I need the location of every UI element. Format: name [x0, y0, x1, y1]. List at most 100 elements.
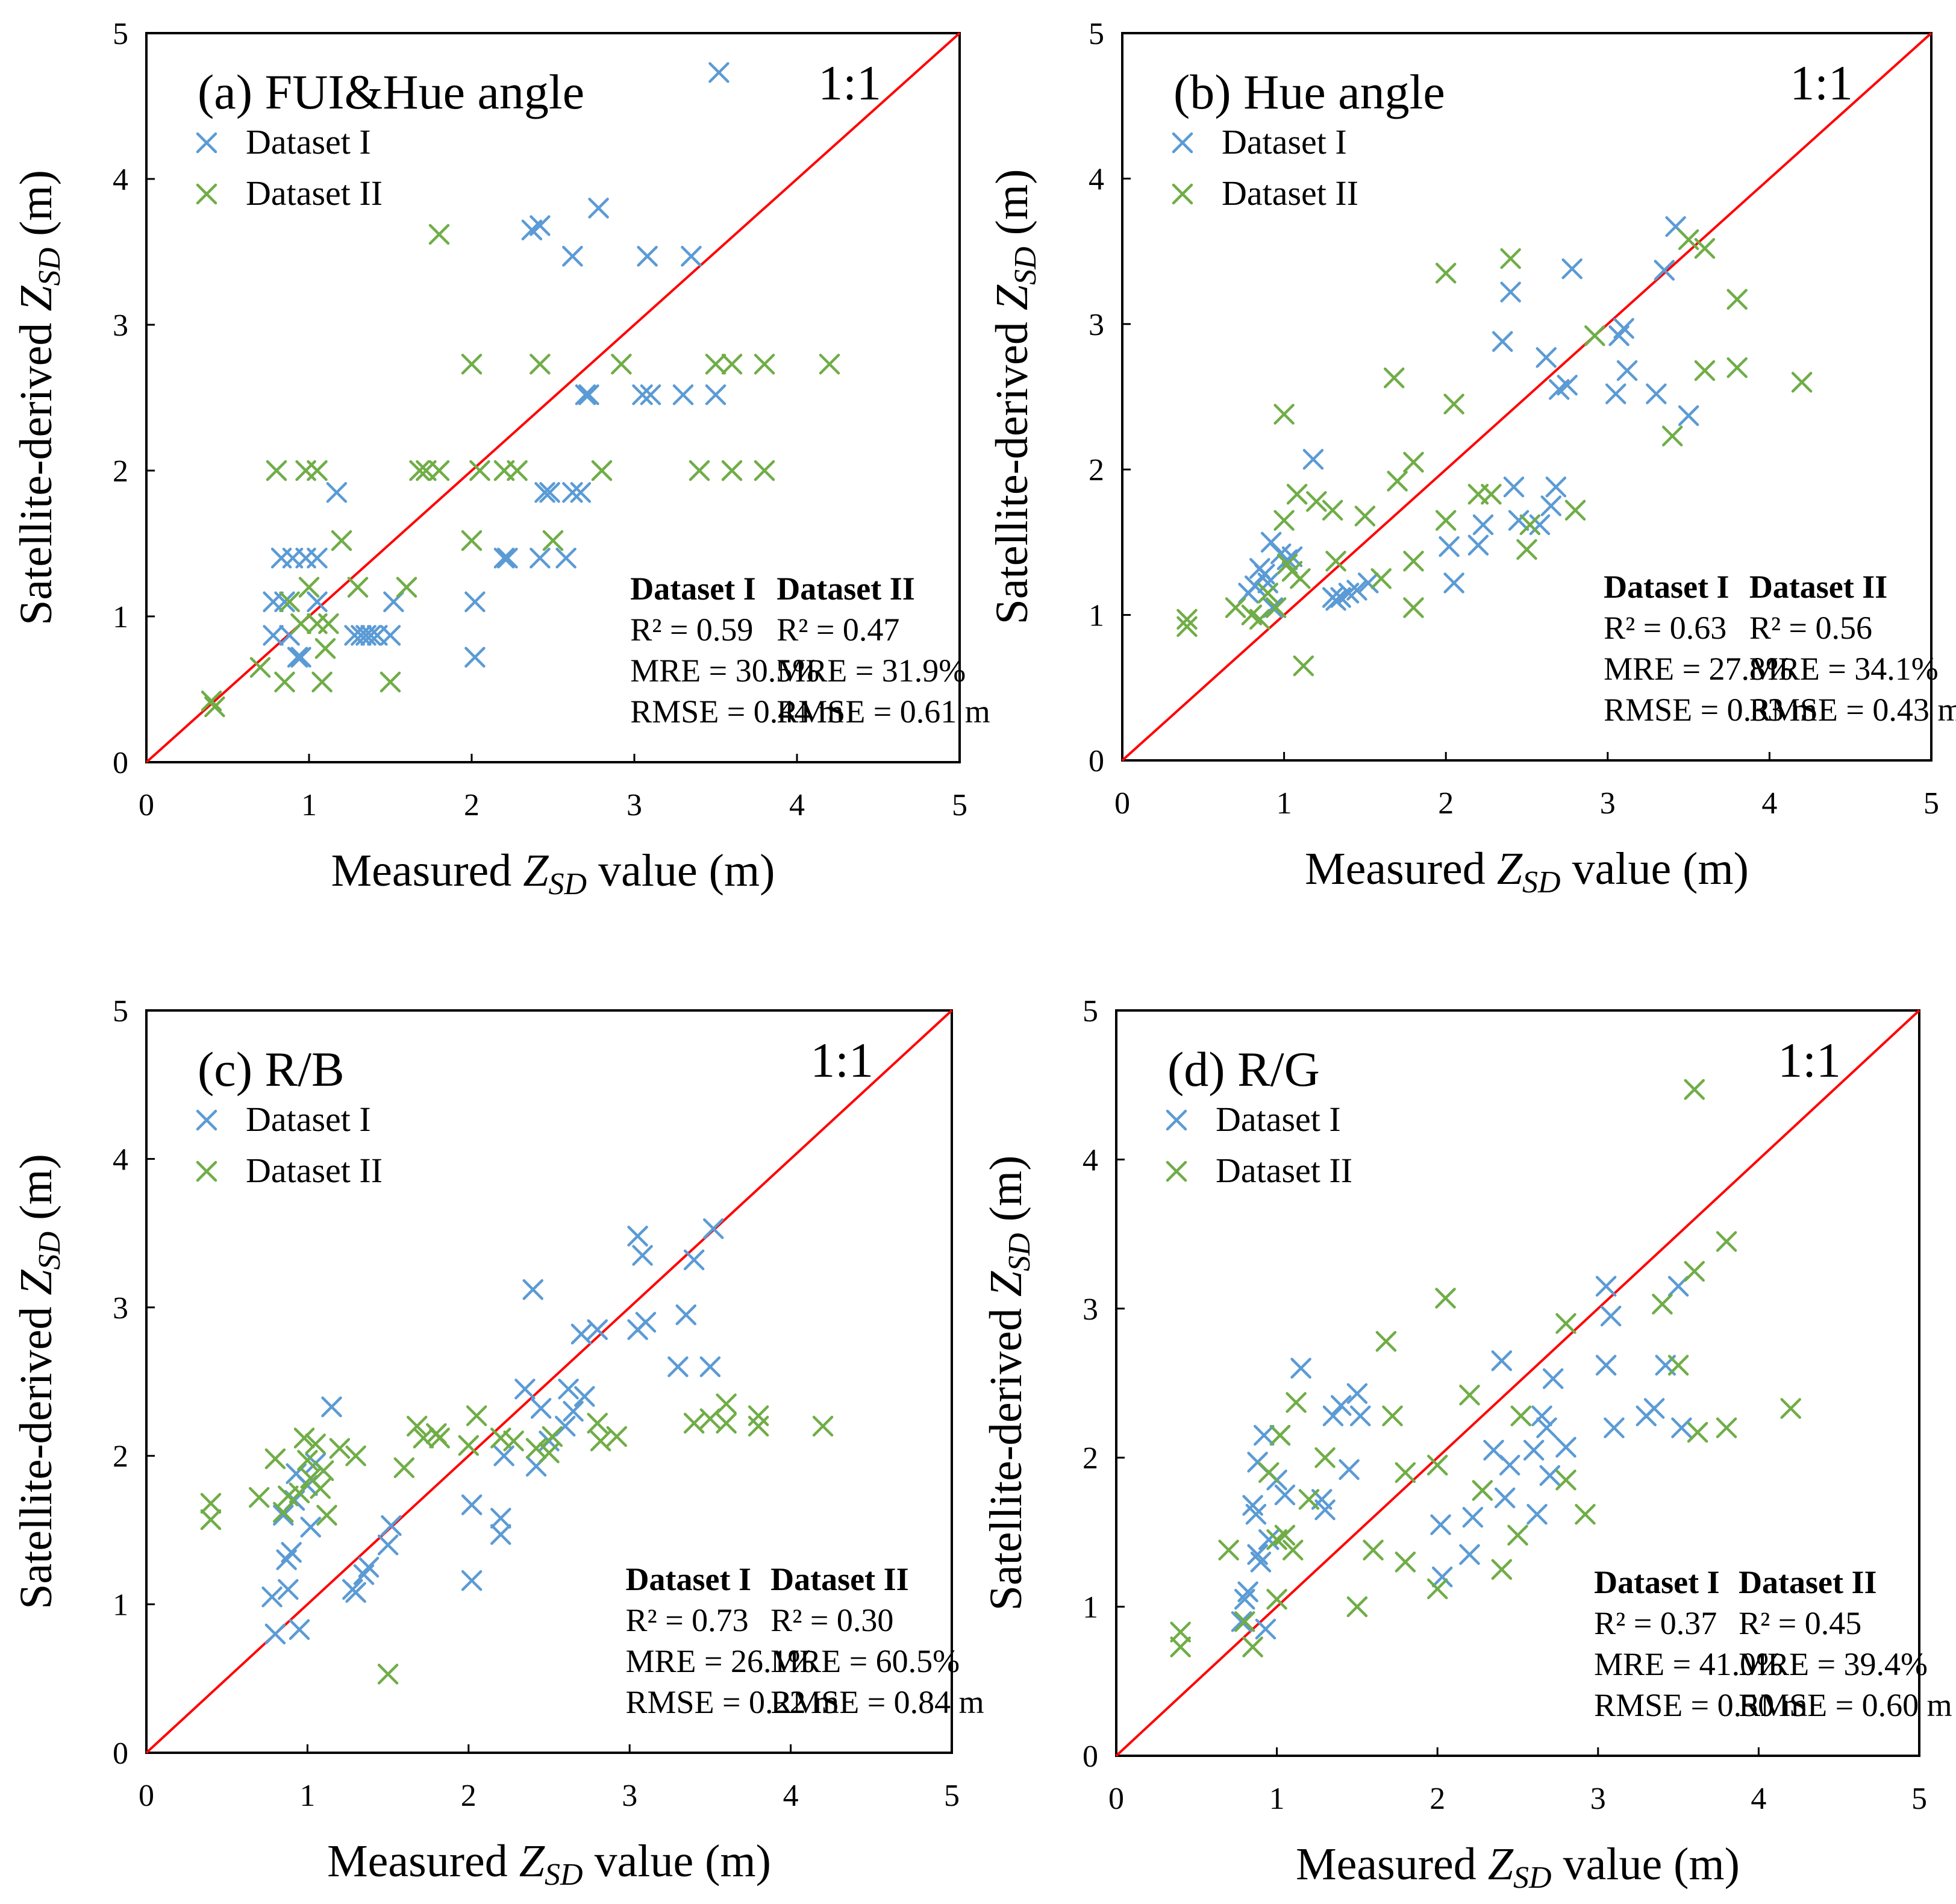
- data-point: [1652, 1294, 1673, 1315]
- legend-label: Dataset II: [246, 174, 383, 213]
- data-point: [1325, 590, 1346, 611]
- x-tick-label: 3: [1600, 786, 1616, 821]
- data-point: [316, 1505, 337, 1526]
- legend-marker: [196, 1160, 217, 1182]
- data-point: [1435, 263, 1457, 284]
- data-point: [1298, 1489, 1320, 1510]
- data-point: [331, 530, 352, 551]
- data-point: [413, 1427, 434, 1448]
- data-point: [683, 1412, 705, 1434]
- data-point: [1170, 1621, 1191, 1643]
- y-tick-label: 1: [113, 600, 128, 634]
- data-point: [1595, 1276, 1617, 1297]
- y-tick-label: 5: [1089, 17, 1104, 51]
- data-point: [201, 691, 222, 712]
- data-point: [1472, 1480, 1493, 1501]
- data-point: [640, 384, 661, 406]
- data-point: [1273, 404, 1295, 425]
- data-point: [1654, 260, 1675, 281]
- x-tick-label: 2: [464, 788, 480, 822]
- data-point: [358, 1556, 380, 1578]
- data-point: [347, 577, 369, 598]
- x-tick-label: 0: [139, 1779, 154, 1813]
- stats-r2: R² = 0.63: [1604, 610, 1726, 646]
- data-point: [683, 1249, 705, 1271]
- data-point: [1234, 1611, 1255, 1632]
- x-tick-label: 4: [1761, 786, 1777, 821]
- data-point: [570, 1323, 592, 1345]
- data-point: [1694, 360, 1716, 381]
- data-point: [249, 657, 271, 678]
- data-point: [1472, 514, 1494, 536]
- data-point: [1481, 483, 1502, 505]
- data-point: [1249, 609, 1270, 630]
- data-point: [461, 1570, 483, 1591]
- data-point: [345, 1582, 366, 1603]
- panel-title: (a) FUI&Hue angle: [198, 64, 584, 119]
- data-point: [1584, 325, 1605, 346]
- data-point: [555, 547, 576, 569]
- data-point: [263, 625, 284, 646]
- data-point: [490, 1524, 511, 1545]
- stats-mre: MRE = 60.5%: [770, 1643, 960, 1679]
- data-point: [1426, 1455, 1448, 1476]
- y-tick-label: 1: [1083, 1591, 1098, 1625]
- stats-header: Dataset I: [1604, 569, 1729, 605]
- data-point: [1242, 1636, 1263, 1658]
- data-point: [1545, 476, 1567, 498]
- data-point: [290, 647, 311, 668]
- data-point: [1494, 1487, 1516, 1509]
- data-point: [587, 1412, 608, 1434]
- stats-header: Dataset II: [1739, 1564, 1876, 1600]
- data-point: [1176, 616, 1198, 637]
- data-point: [1354, 506, 1376, 527]
- legend-marker: [1172, 183, 1193, 205]
- data-point: [721, 354, 743, 375]
- identity-label: 1:1: [818, 55, 881, 110]
- stats-mre: MRE = 30.5%: [630, 653, 819, 689]
- data-point: [1314, 1499, 1336, 1521]
- plot-frame: [1121, 32, 1933, 762]
- data-point: [558, 1379, 579, 1400]
- data-point: [542, 530, 564, 551]
- data-point: [273, 1505, 294, 1526]
- y-tick-label: 4: [113, 1142, 128, 1177]
- data-point: [1346, 580, 1367, 601]
- data-point: [377, 1664, 399, 1685]
- data-point: [313, 1460, 334, 1482]
- stats-r2: R² = 0.47: [776, 612, 899, 648]
- data-point: [297, 1450, 318, 1471]
- data-point: [1716, 1231, 1737, 1252]
- data-point: [1600, 1305, 1622, 1327]
- legend-label: Dataset II: [246, 1151, 383, 1190]
- data-point: [406, 1415, 428, 1437]
- data-point: [681, 246, 702, 267]
- stats-header: Dataset II: [1749, 569, 1887, 605]
- data-point: [1234, 1588, 1255, 1610]
- stats-r2: R² = 0.37: [1594, 1605, 1717, 1641]
- y-tick-label: 2: [1083, 1441, 1098, 1476]
- data-point: [1274, 1524, 1296, 1546]
- data-point: [705, 384, 726, 406]
- data-point: [525, 1438, 547, 1459]
- data-point: [396, 577, 417, 598]
- data-point: [1290, 568, 1311, 589]
- y-tick-label: 2: [113, 1439, 128, 1474]
- data-point: [1258, 1462, 1280, 1483]
- data-point: [1269, 1424, 1291, 1446]
- series-dataset-2: [201, 224, 840, 718]
- data-point: [1516, 539, 1537, 560]
- data-point: [490, 1427, 511, 1448]
- x-tick-label: 3: [1590, 1782, 1606, 1816]
- data-point: [311, 671, 333, 693]
- data-point: [464, 647, 486, 668]
- data-point: [307, 591, 328, 613]
- data-point: [1290, 1358, 1311, 1379]
- data-point: [1387, 471, 1408, 492]
- x-tick-label: 0: [1108, 1782, 1124, 1816]
- stats-rmse: RMSE = 0.33 m: [1604, 692, 1817, 728]
- data-point: [464, 591, 486, 613]
- data-point: [1557, 374, 1578, 396]
- data-point: [381, 1515, 402, 1536]
- data-point: [1231, 1611, 1252, 1632]
